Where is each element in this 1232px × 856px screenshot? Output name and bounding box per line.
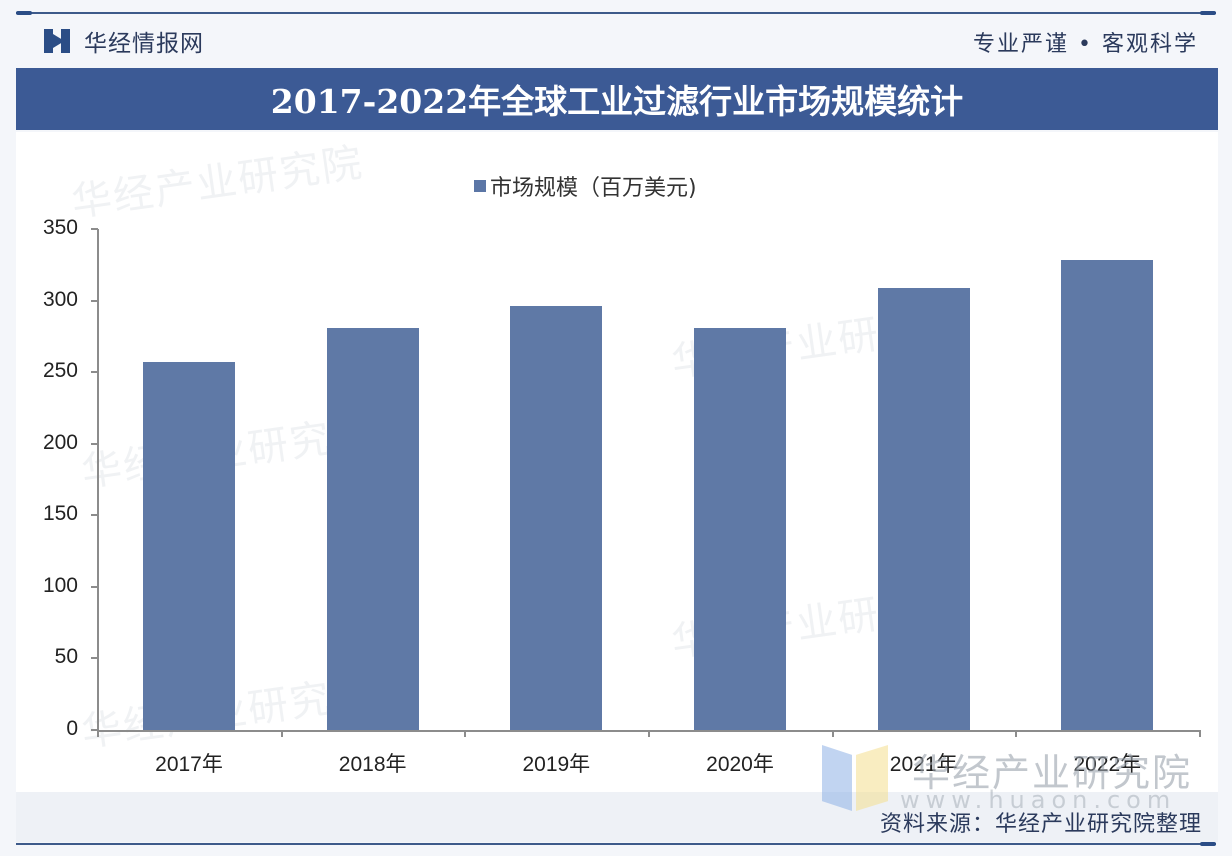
bar-2022 (1061, 260, 1154, 730)
bar-2020 (693, 327, 786, 730)
title-bar: 2017-2022年全球工业过滤行业市场规模统计 (16, 68, 1218, 130)
x-tick (648, 730, 650, 737)
watermark-logo-icon (822, 745, 888, 811)
y-tick-label: 100 (42, 573, 78, 597)
legend: 市场规模（百万美元) (474, 170, 697, 202)
y-tick-label: 200 (42, 430, 78, 454)
y-tick (91, 228, 98, 230)
x-tick (831, 730, 834, 737)
x-tick-label: 2017年 (155, 753, 223, 776)
rule-cap (1200, 842, 1216, 846)
x-tick (464, 730, 467, 737)
y-tick (91, 442, 98, 445)
legend-label: 市场规模（百万美元) (490, 176, 697, 201)
brand-name: 华经情报网 (84, 31, 204, 57)
y-tick (91, 657, 98, 660)
bar-2019 (510, 306, 603, 730)
bottom-rule (16, 842, 1216, 846)
x-tick-label: 2020年 (706, 753, 774, 776)
y-tick (91, 514, 98, 517)
x-tick-label: 2018年 (338, 753, 407, 776)
legend-swatch-icon (474, 180, 486, 192)
brand-logo-icon (44, 28, 70, 54)
watermark-text: 华经产业研究院 (912, 751, 1193, 795)
x-tick-label: 2022年 (1073, 753, 1142, 776)
x-tick-label: 2021年 (889, 753, 958, 776)
top-rule (16, 11, 1216, 15)
x-tick (1015, 730, 1018, 737)
chart-title: 2017-2022年全球工业过滤行业市场规模统计 (270, 82, 964, 121)
bar-2017 (142, 362, 235, 730)
y-tick-label: 300 (42, 287, 78, 311)
x-tick (1199, 730, 1201, 737)
source-note: 资料来源：华经产业研究院整理 (879, 812, 1202, 837)
y-tick-label: 350 (42, 216, 78, 239)
slogan: 专业严谨 • 客观科学 (973, 32, 1198, 57)
y-tick-label: 0 (66, 717, 78, 740)
y-tick (91, 729, 98, 731)
x-tick (97, 730, 99, 737)
rule-cap (1200, 11, 1216, 15)
y-tick-label: 250 (42, 359, 78, 383)
y-tick (91, 585, 98, 588)
y-tick (91, 299, 98, 302)
y-tick-label: 50 (54, 645, 78, 669)
brand: 华经情报网 (44, 26, 204, 57)
rule-cap (16, 11, 32, 15)
bar-2018 (326, 327, 419, 730)
x-tick (280, 730, 283, 737)
y-axis (97, 229, 99, 731)
watermark-url: www.huaon.com (900, 786, 1177, 814)
bar-2021 (877, 287, 970, 730)
footer-band (16, 792, 1218, 842)
y-tick (91, 371, 98, 374)
x-tick-label: 2019年 (522, 753, 591, 776)
y-tick-label: 150 (42, 502, 78, 526)
